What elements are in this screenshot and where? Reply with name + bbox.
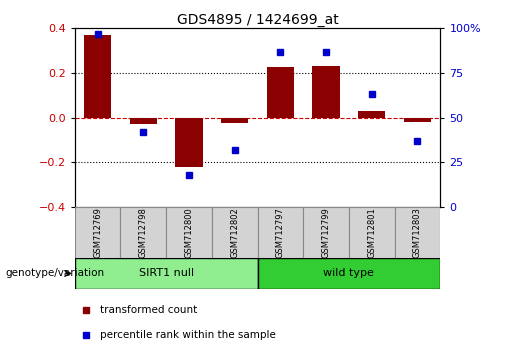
Text: percentile rank within the sample: percentile rank within the sample [100, 330, 276, 339]
Bar [129, 118, 157, 124]
FancyBboxPatch shape [212, 207, 258, 258]
FancyBboxPatch shape [121, 207, 166, 258]
FancyBboxPatch shape [166, 207, 212, 258]
Text: transformed count: transformed count [100, 305, 198, 315]
FancyBboxPatch shape [394, 207, 440, 258]
Bar [221, 118, 248, 123]
Text: SIRT1 null: SIRT1 null [139, 268, 194, 279]
FancyBboxPatch shape [258, 258, 440, 289]
Bar [175, 118, 202, 167]
Text: genotype/variation: genotype/variation [5, 268, 104, 279]
FancyBboxPatch shape [75, 258, 258, 289]
Bar [84, 35, 111, 118]
Bar [358, 111, 385, 118]
Bar [312, 66, 340, 118]
Text: GSM712798: GSM712798 [139, 207, 148, 258]
FancyBboxPatch shape [303, 207, 349, 258]
Title: GDS4895 / 1424699_at: GDS4895 / 1424699_at [177, 13, 338, 27]
FancyBboxPatch shape [258, 207, 303, 258]
Text: GSM712799: GSM712799 [321, 207, 331, 258]
Text: GSM712801: GSM712801 [367, 207, 376, 258]
Bar [267, 67, 294, 118]
Bar [404, 118, 431, 122]
FancyBboxPatch shape [349, 207, 394, 258]
Text: GSM712769: GSM712769 [93, 207, 102, 258]
FancyBboxPatch shape [75, 207, 121, 258]
Text: GSM712802: GSM712802 [230, 207, 239, 258]
Text: wild type: wild type [323, 268, 374, 279]
Text: GSM712797: GSM712797 [276, 207, 285, 258]
Text: GSM712803: GSM712803 [413, 207, 422, 258]
Text: GSM712800: GSM712800 [184, 207, 194, 258]
